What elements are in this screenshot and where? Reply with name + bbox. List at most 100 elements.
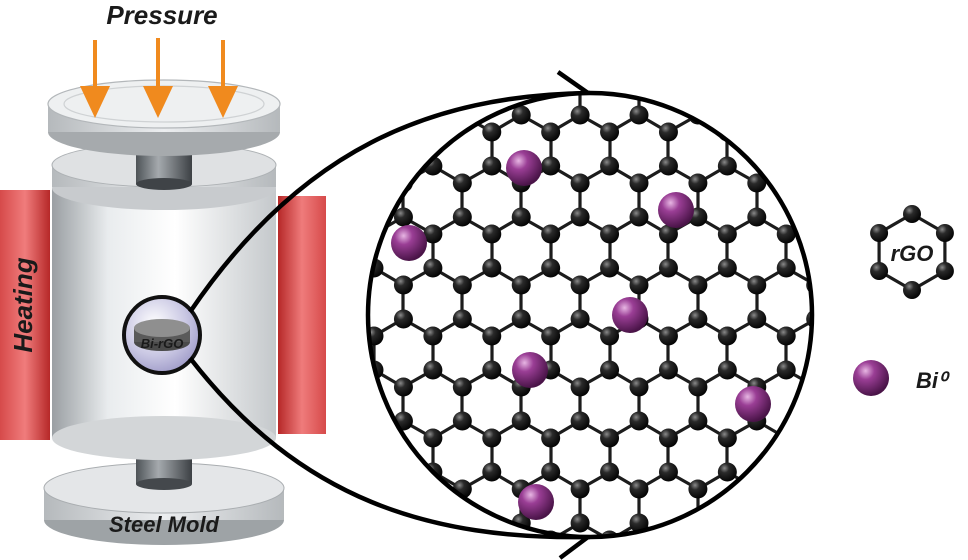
rgo-hexagon-icon bbox=[870, 205, 954, 299]
carbon-atom bbox=[541, 122, 561, 142]
carbon-atom bbox=[629, 105, 649, 125]
carbon-atom bbox=[806, 309, 812, 329]
carbon-atom bbox=[688, 377, 708, 397]
carbon-atom bbox=[717, 224, 737, 244]
carbon-atom bbox=[541, 156, 561, 176]
carbon-atom bbox=[747, 275, 767, 295]
carbon-atom bbox=[511, 309, 531, 329]
cc-bond bbox=[696, 521, 729, 537]
carbon-atom bbox=[658, 462, 678, 482]
carbon-atom bbox=[629, 173, 649, 193]
carbon-atom bbox=[747, 309, 767, 329]
carbon-atom bbox=[482, 462, 502, 482]
pressure-arrow-icon bbox=[80, 40, 110, 118]
sample-label: Bi-rGO bbox=[141, 336, 184, 351]
carbon-atom bbox=[452, 207, 472, 227]
carbon-atom bbox=[423, 258, 443, 278]
cc-bond bbox=[816, 421, 845, 438]
carbon-atom bbox=[570, 377, 590, 397]
cc-bond bbox=[401, 470, 435, 491]
pressure-arrow-icon bbox=[208, 40, 238, 118]
carbon-atom bbox=[570, 105, 590, 125]
carbon-atom bbox=[570, 479, 590, 499]
cc-bond bbox=[368, 215, 376, 236]
legend-carbon-atom bbox=[903, 281, 921, 299]
carbon-atom bbox=[452, 173, 472, 193]
carbon-atom bbox=[570, 173, 590, 193]
carbon-atom bbox=[541, 428, 561, 448]
carbon-atom bbox=[511, 275, 531, 295]
legend-carbon-atom bbox=[935, 224, 954, 242]
carbon-atom bbox=[423, 326, 443, 346]
carbon-atom bbox=[511, 411, 531, 431]
carbon-atom bbox=[629, 513, 649, 533]
carbon-atom bbox=[600, 258, 620, 278]
bismuth-particle bbox=[612, 297, 648, 333]
cc-bond bbox=[816, 217, 845, 234]
pressure-arrow-icon bbox=[143, 38, 173, 118]
steel-mold-label: Steel Mold bbox=[109, 512, 220, 537]
carbon-atom bbox=[452, 411, 472, 431]
carbon-atom bbox=[688, 275, 708, 295]
carbon-atom bbox=[423, 360, 443, 380]
carbon-atom bbox=[452, 309, 472, 329]
carbon-atom bbox=[600, 326, 620, 346]
carbon-atom bbox=[658, 326, 678, 346]
cc-bond bbox=[755, 470, 788, 491]
carbon-atom bbox=[541, 462, 561, 482]
carbon-atom bbox=[688, 479, 708, 499]
carbon-atom bbox=[629, 479, 649, 499]
cc-bond bbox=[521, 64, 551, 81]
carbon-atom bbox=[541, 258, 561, 278]
bismuth-particle bbox=[518, 484, 554, 520]
carbon-atom bbox=[482, 360, 502, 380]
heater-right bbox=[278, 196, 326, 434]
carbon-atom bbox=[776, 224, 796, 244]
carbon-atom bbox=[511, 105, 531, 125]
cc-bond bbox=[816, 268, 845, 285]
legend-bi-label: Bi⁰ bbox=[916, 368, 950, 393]
carbon-atom bbox=[688, 411, 708, 431]
carbon-atom bbox=[717, 462, 737, 482]
legend-carbon-atom bbox=[870, 224, 889, 242]
carbon-atom bbox=[717, 360, 737, 380]
carbon-atom bbox=[747, 173, 767, 193]
carbon-atom bbox=[658, 224, 678, 244]
carbon-atom bbox=[393, 207, 413, 227]
carbon-atom bbox=[452, 377, 472, 397]
bismuth-particle bbox=[658, 192, 694, 228]
bismuth-particle bbox=[506, 150, 542, 186]
sample-window: Bi-rGO bbox=[122, 295, 202, 375]
carbon-atom bbox=[600, 122, 620, 142]
carbon-atom bbox=[747, 207, 767, 227]
carbon-atom bbox=[629, 275, 649, 295]
carbon-atom bbox=[393, 275, 413, 295]
legend-carbon-atom bbox=[903, 205, 921, 223]
bismuth-particle bbox=[391, 225, 427, 261]
carbon-atom bbox=[541, 224, 561, 244]
carbon-atom bbox=[393, 377, 413, 397]
cc-bond bbox=[784, 470, 812, 491]
carbon-atom bbox=[423, 224, 443, 244]
legend-carbon-atom bbox=[870, 262, 889, 280]
carbon-atom bbox=[688, 309, 708, 329]
cc-bond bbox=[610, 64, 639, 81]
legend: rGO Bi⁰ bbox=[853, 205, 954, 396]
carbon-atom bbox=[658, 428, 678, 448]
carbon-atom bbox=[570, 309, 590, 329]
carbon-atom bbox=[600, 156, 620, 176]
carbon-atom bbox=[600, 428, 620, 448]
carbon-atom bbox=[688, 173, 708, 193]
cc-bond bbox=[666, 521, 700, 537]
pressure-label: Pressure bbox=[106, 0, 217, 30]
legend-carbon-atom bbox=[935, 262, 954, 280]
carbon-atom bbox=[600, 224, 620, 244]
press-assembly: Bi-rGO Pressure Steel Mold Heating bbox=[0, 0, 326, 545]
carbon-atom bbox=[570, 207, 590, 227]
carbon-atom bbox=[658, 122, 678, 142]
cc-bond bbox=[816, 370, 845, 387]
bismuth-particle bbox=[735, 386, 771, 422]
carbon-atom bbox=[423, 428, 443, 448]
carbon-atom bbox=[600, 462, 620, 482]
